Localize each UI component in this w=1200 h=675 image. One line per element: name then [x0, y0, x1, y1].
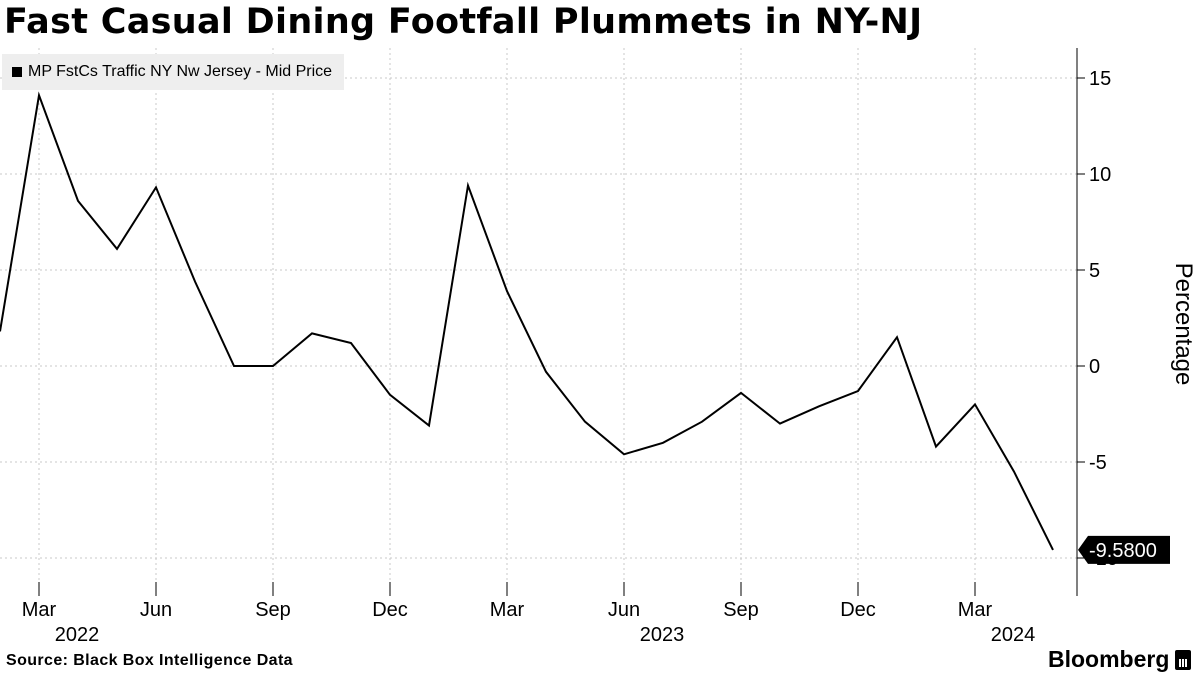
last-value-label: -9.5800 [1089, 540, 1157, 562]
y-tick-label: 15 [1089, 68, 1111, 90]
brand-name: Bloomberg [1048, 646, 1170, 672]
chart-title: Fast Casual Dining Footfall Plummets in … [4, 2, 923, 42]
y-axis-title: Percentage [1170, 263, 1197, 386]
x-tick-label: Mar [490, 599, 525, 621]
legend: MP FstCs Traffic NY Nw Jersey - Mid Pric… [2, 54, 345, 90]
legend-swatch [12, 67, 22, 77]
x-tick-label: Mar [22, 599, 57, 621]
x-tick-label: Dec [372, 599, 408, 621]
x-tick-label: Dec [840, 599, 876, 621]
series-line [0, 91, 1054, 551]
last-value-badge [1078, 535, 1170, 564]
axes [38, 48, 1085, 596]
x-tick-label: Sep [255, 599, 291, 621]
tick-labels: 151050-5-10Mar2022JunSepDecMarJun2023Sep… [22, 68, 1197, 646]
x-year-label: 2024 [991, 624, 1036, 646]
series-lines [0, 91, 1054, 551]
x-tick-label: Sep [723, 599, 759, 621]
source-note: Source: Black Box Intelligence Data [6, 652, 293, 669]
x-year-label: 2022 [55, 624, 100, 646]
x-tick-label: Mar [958, 599, 993, 621]
y-tick-label: 0 [1089, 356, 1100, 378]
bloomberg-terminal-icon [1175, 649, 1192, 670]
last-value-badge-group: -9.5800 [1078, 535, 1170, 564]
legend-label: MP FstCs Traffic NY Nw Jersey - Mid Pric… [28, 63, 333, 80]
x-tick-label: Jun [140, 599, 172, 621]
y-tick-label: 10 [1089, 164, 1111, 186]
y-tick-label: 5 [1089, 260, 1100, 282]
brand-logo: Bloomberg [1048, 646, 1192, 673]
y-tick-label: -5 [1089, 452, 1107, 474]
grid-lines [0, 48, 1077, 596]
x-year-label: 2023 [640, 624, 685, 646]
x-tick-label: Jun [608, 599, 640, 621]
